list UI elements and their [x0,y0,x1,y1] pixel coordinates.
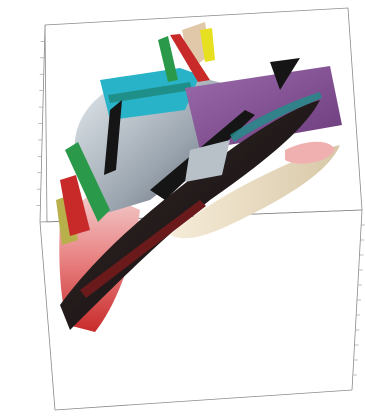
beige-ridge [170,145,340,239]
green-slab-left [65,142,110,222]
green-spike-top [158,36,178,82]
black-shard-2 [104,100,122,175]
axis-ticks [36,41,365,376]
pink-blob [285,141,335,164]
red-spike-top [170,34,210,82]
black-shard-3 [270,58,300,90]
grey-slab [185,140,230,182]
volume-rendering [56,22,342,332]
teal-streak [230,92,322,142]
yellow-spike [200,28,215,62]
teal-sliver [108,82,192,103]
red-slab-left [60,175,90,236]
dark-red-streak [80,200,206,298]
